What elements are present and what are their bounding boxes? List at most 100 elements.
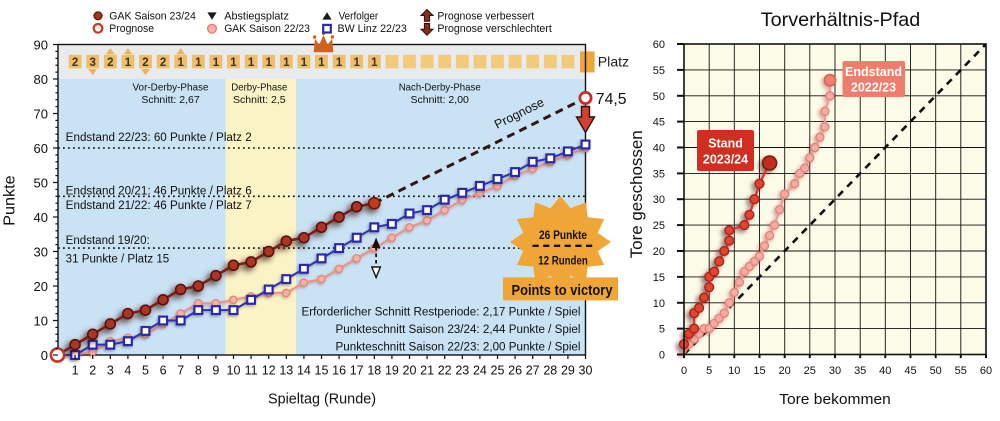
svg-text:15: 15 [315,364,329,378]
svg-text:Tore bekommen: Tore bekommen [779,391,891,408]
svg-text:Endstand 19/20:: Endstand 19/20: [66,235,150,247]
svg-text:50: 50 [653,91,665,103]
svg-text:74,5: 74,5 [596,91,627,108]
svg-text:55: 55 [955,365,967,377]
svg-text:12 Runden: 12 Runden [538,254,588,268]
svg-text:60: 60 [980,365,992,377]
svg-text:8: 8 [195,364,202,378]
svg-text:3: 3 [89,57,95,69]
svg-text:28: 28 [543,364,557,378]
svg-text:50: 50 [930,365,942,377]
svg-text:40: 40 [34,210,48,225]
svg-text:16: 16 [332,364,346,378]
svg-text:20: 20 [653,246,665,258]
svg-text:Prognose verschlechtert: Prognose verschlechtert [437,23,551,35]
svg-text:20: 20 [403,364,417,378]
svg-text:Endstand 21/22: 46 Punkte / Pl: Endstand 21/22: 46 Punkte / Platz 7 [66,200,252,212]
svg-text:11: 11 [245,364,258,378]
svg-text:30: 30 [653,194,665,206]
svg-text:55: 55 [653,65,665,77]
svg-text:GAK Saison 23/24: GAK Saison 23/24 [109,11,196,23]
svg-text:1: 1 [265,57,272,69]
svg-text:5: 5 [659,324,665,336]
svg-text:Erforderlicher Schnitt Restper: Erforderlicher Schnitt Restperiode: 2,17… [302,307,581,319]
svg-text:2023/24: 2023/24 [703,153,748,167]
svg-text:4: 4 [124,364,131,378]
svg-text:2: 2 [89,364,96,378]
svg-text:80: 80 [34,72,48,87]
svg-text:60: 60 [653,39,665,51]
svg-text:2: 2 [160,57,166,69]
svg-text:50: 50 [34,176,48,191]
svg-text:0: 0 [681,365,687,377]
svg-text:6: 6 [160,364,167,378]
svg-text:12: 12 [262,364,276,378]
svg-text:21: 21 [420,364,434,378]
svg-text:30: 30 [579,364,593,378]
svg-text:1: 1 [336,57,343,69]
svg-text:Vor-Derby-Phase: Vor-Derby-Phase [133,82,209,94]
svg-text:Punkteschnitt Saison 22/23: 2,: Punkteschnitt Saison 22/23: 2,00 Punkte … [336,341,581,353]
svg-text:10: 10 [34,314,48,329]
svg-text:45: 45 [653,117,665,129]
svg-text:Verfolger: Verfolger [339,11,379,23]
svg-text:Schnitt: 2,5: Schnitt: 2,5 [233,94,286,106]
svg-text:19: 19 [385,364,399,378]
svg-text:1: 1 [301,57,308,69]
svg-text:0: 0 [41,348,48,363]
svg-text:Stand: Stand [708,137,743,151]
svg-text:Derby-Phase: Derby-Phase [231,82,287,94]
svg-text:27: 27 [526,364,540,378]
svg-text:9: 9 [212,364,219,378]
svg-text:5: 5 [706,365,712,377]
svg-text:31 Punkte / Platz 15: 31 Punkte / Platz 15 [66,254,169,266]
svg-text:20: 20 [779,365,791,377]
svg-text:90: 90 [34,38,48,53]
svg-text:45: 45 [904,365,916,377]
svg-text:10: 10 [653,298,665,310]
svg-text:14: 14 [297,364,311,378]
svg-text:2022/23: 2022/23 [851,81,896,95]
svg-text:35: 35 [653,168,665,180]
svg-text:26: 26 [508,364,522,378]
svg-text:Punkteschnitt Saison 23/24: 2,: Punkteschnitt Saison 23/24: 2,44 Punkte … [336,324,581,336]
svg-text:Schnitt: 2,00: Schnitt: 2,00 [411,94,470,106]
svg-text:7: 7 [177,364,184,378]
svg-text:25: 25 [804,365,816,377]
svg-text:17: 17 [350,364,364,378]
svg-text:25: 25 [491,364,505,378]
svg-text:Nach-Derby-Phase: Nach-Derby-Phase [399,82,481,94]
svg-text:GAK Saison 22/23: GAK Saison 22/23 [224,23,310,35]
svg-text:10: 10 [227,364,241,378]
svg-text:60: 60 [34,141,48,156]
svg-text:1: 1 [230,57,237,69]
svg-text:Endstand 22/23: 60 Punkte / Pl: Endstand 22/23: 60 Punkte / Platz 2 [66,132,252,144]
svg-text:15: 15 [653,272,665,284]
svg-text:Endstand 20/21: 46 Punkte / Pl: Endstand 20/21: 46 Punkte / Platz 6 [66,185,252,197]
svg-text:29: 29 [561,364,575,378]
svg-text:22: 22 [438,364,452,378]
svg-text:1: 1 [177,57,184,69]
svg-text:BW Linz 22/23: BW Linz 22/23 [338,23,407,35]
svg-text:3: 3 [107,364,114,378]
svg-text:1: 1 [371,57,378,69]
svg-text:1: 1 [318,57,325,69]
svg-text:40: 40 [879,365,891,377]
svg-text:Schnitt: 2,67: Schnitt: 2,67 [141,94,200,106]
svg-text:18: 18 [367,364,381,378]
svg-text:2: 2 [142,57,148,69]
svg-text:Punkte: Punkte [1,175,18,226]
svg-text:1: 1 [72,364,79,378]
svg-text:1: 1 [195,57,202,69]
svg-text:Abstiegsplatz: Abstiegsplatz [224,11,289,23]
svg-text:30: 30 [829,365,841,377]
svg-text:13: 13 [279,364,293,378]
svg-text:25: 25 [653,220,665,232]
svg-text:Tore geschossen: Tore geschossen [627,130,646,258]
svg-text:Prognose verbessert: Prognose verbessert [437,11,534,23]
svg-text:2: 2 [107,57,113,69]
svg-text:70: 70 [34,107,48,122]
svg-text:1: 1 [353,57,360,69]
svg-text:1: 1 [125,57,132,69]
svg-text:1: 1 [248,57,255,69]
